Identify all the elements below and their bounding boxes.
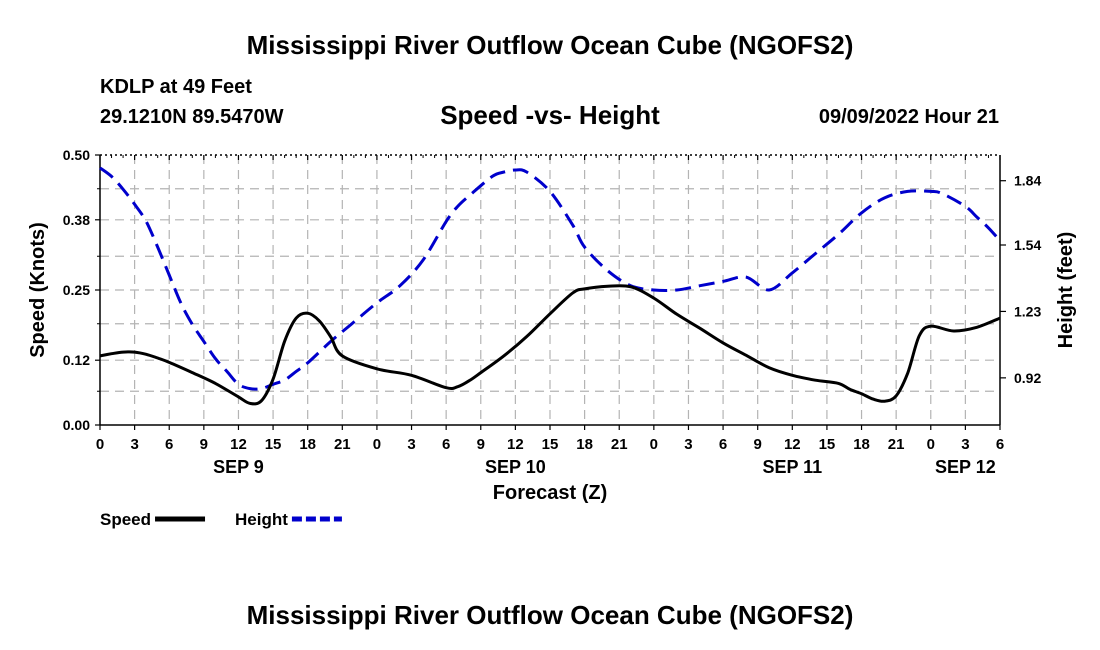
y2-axis-label: Height (feet) — [1055, 232, 1077, 349]
x-tick-label: 12 — [507, 436, 524, 453]
y2-tick-label: 1.54 — [1014, 237, 1041, 253]
chart-title: Mississippi River Outflow Ocean Cube (NG… — [246, 30, 854, 60]
y-tick-label: 0.00 — [63, 417, 90, 433]
x-tick-label: 15 — [542, 436, 559, 453]
legend-label-speed: Speed — [100, 510, 151, 529]
x-tick-label: 15 — [265, 436, 282, 453]
day-label: SEP 12 — [935, 457, 996, 477]
x-tick-label: 6 — [719, 436, 727, 453]
y-tick-label: 0.50 — [63, 147, 90, 163]
x-tick-label: 15 — [819, 436, 836, 453]
legend-label-height: Height — [235, 510, 288, 529]
y-tick-label: 0.25 — [63, 282, 90, 298]
x-tick-label: 3 — [684, 436, 692, 453]
x-axis-label: Forecast (Z) — [493, 482, 607, 504]
y-tick-label: 0.12 — [63, 352, 90, 368]
x-tick-label: 18 — [299, 436, 316, 453]
day-label: SEP 11 — [762, 457, 822, 477]
timestamp-label: 09/09/2022 Hour 21 — [818, 106, 999, 128]
x-tick-label: 21 — [334, 436, 351, 453]
series-line-height — [99, 166, 1002, 391]
station-label: KDLP at 49 Feet — [100, 76, 252, 98]
x-tick-label: 0 — [96, 436, 104, 453]
x-tick-label: 6 — [996, 436, 1004, 453]
x-tick-label: 18 — [853, 436, 870, 453]
y2-tick-label: 1.84 — [1014, 173, 1041, 189]
x-tick-label: 9 — [200, 436, 208, 453]
x-tick-label: 12 — [230, 436, 247, 453]
x-tick-label: 21 — [888, 436, 905, 453]
y2-tick-label: 1.23 — [1014, 303, 1041, 319]
x-tick-label: 6 — [442, 436, 450, 453]
series-line-speed — [99, 284, 1001, 406]
x-tick-label: 3 — [130, 436, 138, 453]
y-axis-label: Speed (Knots) — [27, 222, 49, 358]
y2-tick-label: 0.92 — [1014, 370, 1041, 386]
y-tick-label: 0.38 — [63, 212, 90, 228]
x-tick-label: 9 — [754, 436, 762, 453]
chart-title-bottom: Mississippi River Outflow Ocean Cube (NG… — [246, 600, 854, 630]
x-tick-label: 3 — [961, 436, 969, 453]
x-tick-label: 6 — [165, 436, 173, 453]
x-tick-label: 3 — [407, 436, 415, 453]
coordinates-label: 29.1210N 89.5470W — [100, 106, 284, 128]
x-tick-label: 18 — [576, 436, 593, 453]
x-tick-label: 0 — [927, 436, 935, 453]
x-tick-label: 12 — [784, 436, 801, 453]
x-tick-label: 0 — [373, 436, 381, 453]
day-label: SEP 9 — [213, 457, 264, 477]
day-label: SEP 10 — [485, 457, 546, 477]
x-tick-label: 21 — [611, 436, 628, 453]
chart-subtitle: Speed -vs- Height — [440, 100, 660, 130]
x-tick-label: 9 — [477, 436, 485, 453]
x-tick-label: 0 — [650, 436, 658, 453]
